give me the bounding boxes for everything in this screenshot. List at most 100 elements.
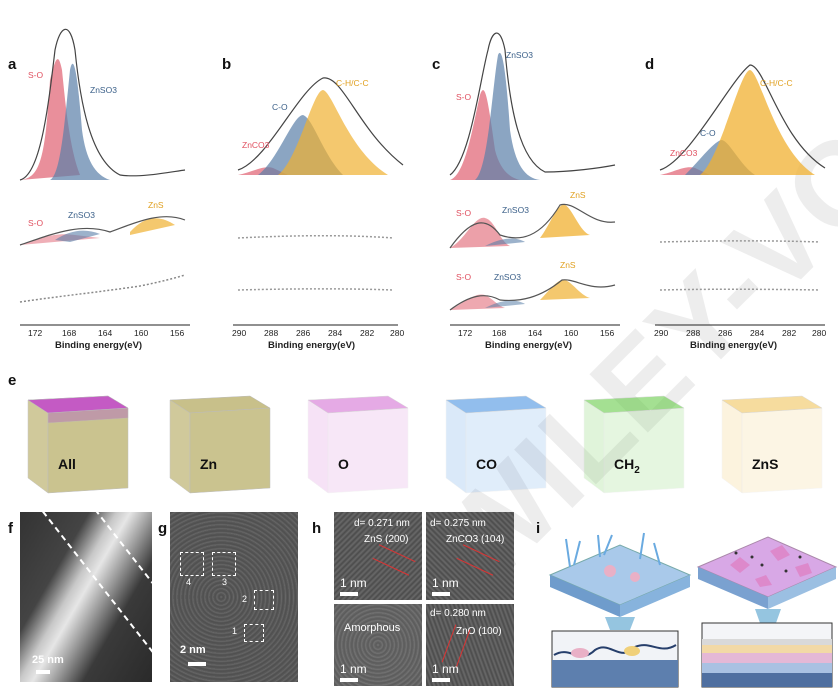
tick: 284	[750, 328, 765, 338]
peak-label: S-O	[28, 218, 44, 228]
tof-cube-zns: ZnS	[712, 378, 832, 498]
panel-letter-i: i	[536, 520, 541, 537]
tick: 288	[264, 328, 279, 338]
peak-label: ZnSO3	[90, 85, 117, 95]
d-spacing: d= 0.271 nm	[354, 518, 410, 529]
scale-label: 1 nm	[432, 576, 459, 590]
tick: 156	[170, 328, 185, 338]
tick: 164	[528, 328, 543, 338]
scale-label: 25 nm	[32, 654, 64, 666]
panel-letter-d: d	[645, 56, 655, 73]
tof-cube-o: O	[298, 378, 418, 498]
region-box	[244, 624, 264, 642]
tick: 280	[812, 328, 827, 338]
tem-image-f: 25 nm	[20, 512, 152, 682]
cube-label: ZnS	[752, 456, 779, 472]
peak-label: S-O	[456, 272, 472, 282]
schematic-i	[548, 532, 838, 688]
tof-cube-co: CO	[436, 378, 556, 498]
scale-label: 1 nm	[340, 576, 367, 590]
hrtem-tile-4: d= 0.280 nm ZnO (100) 1 nm	[426, 604, 514, 686]
panel-letter-c: c	[432, 56, 441, 73]
panel-letter-b: b	[222, 56, 232, 73]
peak-label: S-O	[456, 208, 472, 218]
region-box	[212, 552, 236, 576]
scale-label: 1 nm	[340, 662, 367, 676]
peak-label: ZnSO3	[494, 272, 521, 282]
scale-bar	[432, 592, 450, 596]
tick: 168	[492, 328, 507, 338]
peak-label: ZnSO3	[502, 205, 529, 215]
scale-bar	[432, 678, 450, 682]
hrtem-tile-3: Amorphous 1 nm	[334, 604, 422, 686]
panel-letter-e: e	[8, 372, 17, 389]
scale-bar	[340, 592, 358, 596]
region-box	[180, 552, 204, 576]
phase-label: ZnO (100)	[456, 626, 502, 637]
panel-letter-h: h	[312, 520, 322, 537]
peak-label: ZnCO3	[670, 148, 698, 158]
panel-letter-g: g	[158, 520, 168, 537]
hrtem-image-g: 4 3 2 1 2 nm	[170, 512, 298, 682]
peak-label: S-O	[28, 70, 44, 80]
peak-label: ZnCO3	[242, 140, 270, 150]
x-axis-label: Binding energy(eV)	[268, 340, 356, 351]
box-label: 2	[242, 594, 248, 604]
tick: 286	[718, 328, 733, 338]
phase-label: Amorphous	[344, 622, 401, 634]
peak-label: C-O	[272, 102, 288, 112]
panel-letter-f: f	[8, 520, 13, 537]
xps-panel-c: 172 168 164 160 156 Binding energy(eV) S…	[430, 10, 630, 351]
peak-label: S-O	[456, 92, 472, 102]
box-label: 1	[232, 626, 238, 636]
tof-cube-ch2: CH2	[574, 378, 694, 498]
tick: 282	[782, 328, 797, 338]
peak-label: C-O	[700, 128, 716, 138]
xps-panel-b: 290 288 286 284 282 280 Binding energy(e…	[218, 10, 418, 351]
box-label: 4	[186, 577, 192, 587]
d-spacing: d= 0.280 nm	[430, 608, 486, 619]
tick: 164	[98, 328, 113, 338]
tick: 172	[458, 328, 473, 338]
cube-label: O	[338, 456, 349, 472]
hrtem-tile-1: d= 0.271 nm ZnS (200) 1 nm	[334, 512, 422, 600]
panel-letter-a: a	[8, 56, 17, 73]
scale-bar	[188, 662, 206, 666]
d-spacing: d= 0.275 nm	[430, 518, 486, 529]
box-label: 3	[222, 577, 228, 587]
peak-label: ZnS	[570, 190, 586, 200]
peak-label: ZnS	[148, 200, 164, 210]
xps-panel-a: 172 168 164 160 156 Binding energy(eV) S…	[0, 10, 200, 351]
peak-label: ZnSO3	[506, 50, 533, 60]
tick: 160	[564, 328, 579, 338]
hrtem-tile-2: d= 0.275 nm ZnCO3 (104) 1 nm	[426, 512, 514, 600]
tick: 284	[328, 328, 343, 338]
tick: 172	[28, 328, 43, 338]
peak-label: ZnS	[560, 260, 576, 270]
xps-panel-d: 290 288 286 284 282 280 Binding energy(e…	[640, 10, 838, 351]
cube-label: All	[58, 456, 76, 472]
scale-label: 2 nm	[180, 644, 206, 656]
tick: 286	[296, 328, 311, 338]
x-axis-label: Binding energy(eV)	[485, 340, 573, 351]
peak-label: C-H/C-C	[336, 78, 369, 88]
scale-bar	[36, 670, 50, 674]
tick: 160	[134, 328, 149, 338]
cube-label: CO	[476, 456, 497, 472]
tick: 290	[654, 328, 669, 338]
tof-cube-zn: Zn	[160, 378, 280, 498]
tof-cube-all: All	[18, 378, 138, 498]
peak-label: ZnSO3	[68, 210, 95, 220]
cube-label: CH2	[614, 456, 640, 476]
phase-label: ZnCO3 (104)	[446, 534, 505, 545]
scale-bar	[340, 678, 358, 682]
peak-label: C-H/C-C	[760, 78, 793, 88]
scale-label: 1 nm	[432, 662, 459, 676]
tick: 156	[600, 328, 615, 338]
region-box	[254, 590, 274, 610]
phase-label: ZnS (200)	[364, 534, 409, 545]
x-axis-label: Binding energy(eV)	[690, 340, 778, 351]
cube-label: Zn	[200, 456, 218, 472]
tick: 280	[390, 328, 405, 338]
tick: 290	[232, 328, 247, 338]
